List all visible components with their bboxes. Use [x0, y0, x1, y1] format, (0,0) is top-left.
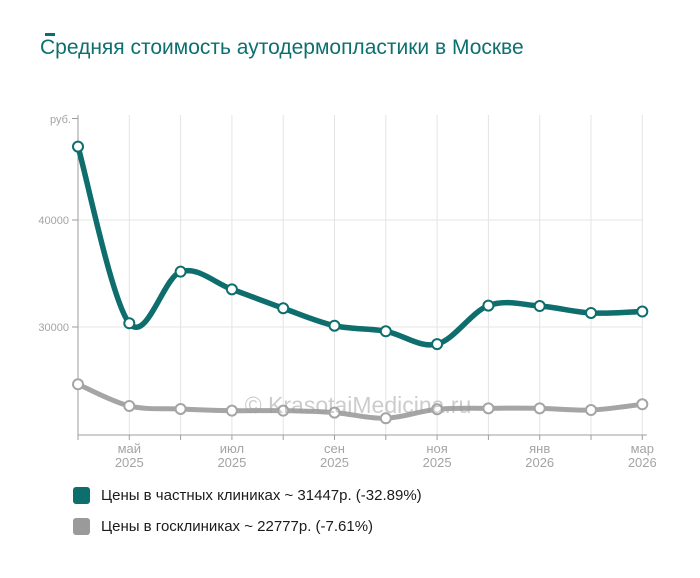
data-point-marker	[225, 283, 238, 296]
axis-labels: руб.4000030000май2025июл2025сен2025ноя20…	[38, 114, 656, 470]
axis-tick-label: 40000	[38, 215, 69, 227]
data-point-marker	[482, 402, 495, 415]
axis-tick-label: 30000	[38, 322, 69, 334]
data-point-marker	[533, 402, 546, 415]
data-point-marker	[636, 305, 649, 318]
axis-tick-label: июл	[220, 441, 244, 456]
data-point-marker	[328, 319, 341, 332]
series-private-clinics	[72, 140, 649, 351]
data-point-marker	[431, 338, 444, 351]
data-point-marker	[225, 404, 238, 417]
legend-item-private-clinics: Цены в частных клиниках ~ 31447р. (-32.8…	[73, 487, 422, 504]
data-point-marker	[72, 378, 84, 391]
data-point-marker	[379, 325, 392, 338]
chart-legend: Цены в частных клиниках ~ 31447р. (-32.8…	[73, 487, 422, 549]
legend-item-state-clinics: Цены в госклиниках ~ 22777р. (-7.61%)	[73, 518, 422, 535]
series-state-clinics	[72, 378, 649, 425]
data-point-marker	[533, 300, 546, 313]
axis-tick-label: янв	[529, 441, 550, 456]
data-point-marker	[174, 265, 187, 278]
axis-tick-label: 2025	[320, 455, 349, 470]
data-point-marker	[174, 402, 187, 415]
watermark: © KrasotaiMedicina.ru	[245, 392, 472, 418]
data-point-marker	[482, 299, 495, 312]
grid-lines	[77, 115, 643, 435]
legend-swatch-state-clinics	[73, 518, 90, 535]
axis-tick-label: руб.	[50, 114, 71, 126]
data-point-marker	[431, 403, 444, 416]
axis-tick-label: 2025	[423, 455, 452, 470]
legend-label-state-clinics: Цены в госклиниках ~ 22777р. (-7.61%)	[101, 518, 374, 535]
axis-tick-label: 2025	[115, 455, 144, 470]
data-point-marker	[123, 399, 136, 412]
axis-tick-label: сен	[324, 441, 345, 456]
data-point-marker	[585, 306, 597, 319]
data-point-marker	[379, 412, 392, 425]
axis-tick-label: 2025	[217, 455, 246, 470]
series-line	[75, 143, 646, 348]
axis-tick-label: 2026	[628, 455, 657, 470]
axis-tick-label: ноя	[426, 441, 447, 456]
data-point-marker	[277, 302, 290, 315]
legend-swatch-private-clinics	[73, 487, 90, 504]
top-accent-mark	[45, 33, 55, 36]
data-point-marker	[636, 398, 649, 411]
legend-label-private-clinics: Цены в частных клиниках ~ 31447р. (-32.8…	[101, 487, 422, 504]
data-point-marker	[123, 317, 136, 330]
axis-tick-label: мар	[631, 441, 654, 456]
axis-tick-label: 2026	[525, 455, 554, 470]
data-point-marker	[585, 404, 597, 417]
data-point-marker	[277, 404, 290, 417]
data-point-marker	[72, 140, 84, 153]
page-title: Средняя стоимость аутодермопластики в Мо…	[40, 36, 524, 59]
data-point-marker	[328, 406, 341, 419]
axis-tick-label: май	[118, 441, 141, 456]
